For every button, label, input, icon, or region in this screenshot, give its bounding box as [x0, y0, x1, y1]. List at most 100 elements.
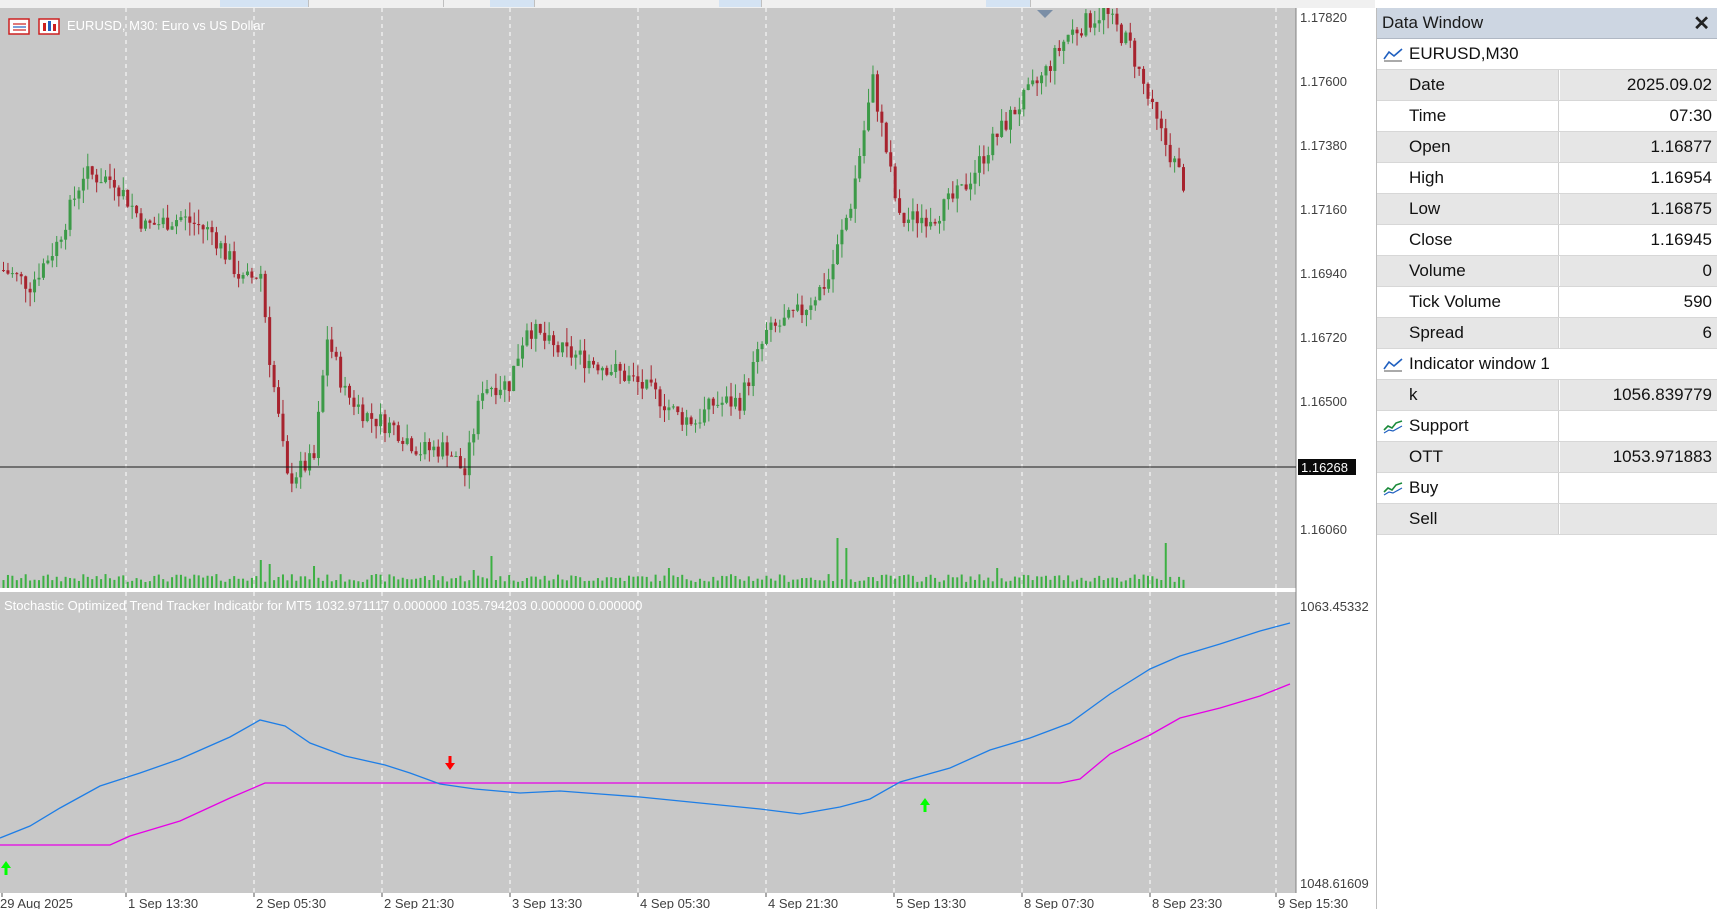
- data-window-row-value: 590: [1683, 292, 1712, 311]
- data-window-row: Spread 6: [1377, 318, 1717, 349]
- data-window-row: Close 1.16945: [1377, 225, 1717, 256]
- time-tick-label: 1 Sep 13:30: [128, 896, 198, 909]
- data-window-row-label: Open: [1377, 132, 1559, 162]
- candlesticks: [2, 8, 1185, 493]
- data-window-row-label: Spread: [1377, 318, 1559, 348]
- time-tick-label: 4 Sep 05:30: [640, 896, 710, 909]
- chart-tab[interactable]: [220, 0, 309, 7]
- data-window-buffer-label: Support: [1377, 411, 1559, 441]
- close-icon[interactable]: ✕: [1693, 13, 1710, 35]
- data-window-row-value: 1.16954: [1650, 168, 1712, 187]
- indicator-buffer-icon: [1383, 482, 1403, 496]
- data-window-buffer-row: Support: [1377, 411, 1717, 442]
- buy-arrow-icon: [1, 861, 11, 875]
- price-axis[interactable]: 1.17820 1.17600 1.17380 1.17160 1.16940 1.167…: [1300, 10, 1347, 537]
- vertical-grid: [125, 8, 1277, 893]
- symbol-header: EURUSD, M30: Euro vs US Dollar: [8, 18, 266, 35]
- chart-tab[interactable]: [0, 0, 221, 7]
- data-window-buffer-label: OTT: [1377, 442, 1559, 472]
- data-window-row: High 1.16954: [1377, 163, 1717, 194]
- price-tick-label: 1.17820: [1300, 10, 1347, 25]
- chart-symbol-title: EURUSD, M30: Euro vs US Dollar: [67, 18, 266, 33]
- data-window-row-label: Low: [1377, 194, 1559, 224]
- buy-arrow-icon: [920, 798, 930, 812]
- time-axis[interactable]: 29 Aug 2025 1 Sep 13:30 2 Sep 05:30 2 Sep 2…: [0, 893, 1348, 909]
- data-window-row: Volume 0: [1377, 256, 1717, 287]
- data-window-buffer-value: [1560, 411, 1717, 441]
- chart-line-icon: [1383, 48, 1403, 62]
- data-window-symbol-label: EURUSD,M30: [1409, 44, 1519, 63]
- time-tick-label: 8 Sep 23:30: [1152, 896, 1222, 909]
- data-window-buffer-row: Sell: [1377, 504, 1717, 535]
- data-window-row-value: 07:30: [1669, 106, 1712, 125]
- data-window-row: Time 07:30: [1377, 101, 1717, 132]
- data-window-buffer-label: k: [1377, 380, 1559, 410]
- data-window-buffer-value: [1560, 504, 1717, 534]
- data-window-buffer-row: k 1056.839779: [1377, 380, 1717, 411]
- time-tick-label: 29 Aug 2025: [0, 896, 73, 909]
- chart-tab[interactable]: [534, 0, 720, 7]
- data-window-row-value: 2025.09.02: [1560, 70, 1717, 100]
- data-window-row-label: High: [1377, 163, 1559, 193]
- current-price-badge: [1298, 459, 1356, 475]
- time-tick-label: 8 Sep 07:30: [1024, 896, 1094, 909]
- chart-tab[interactable]: [719, 0, 762, 7]
- data-window-row-value: 1.16945: [1650, 230, 1712, 249]
- data-window-row-value: 0: [1560, 256, 1717, 286]
- chart-shift-marker[interactable]: [1037, 10, 1053, 18]
- chart-tab[interactable]: [490, 0, 535, 7]
- price-tick-label: 1.16720: [1300, 330, 1347, 345]
- time-tick-label: 3 Sep 13:30: [512, 896, 582, 909]
- data-window-indicator-label: Indicator window 1: [1409, 354, 1550, 373]
- indicator-axis-bottom: 1048.61609: [1300, 876, 1369, 891]
- data-window-panel: Data Window ✕ EURUSD,M30 Date 2025.09.02 T…: [1376, 8, 1717, 909]
- data-window-row-label: Close: [1377, 225, 1559, 255]
- indicator-buffer-icon: [1383, 420, 1403, 434]
- data-window-buffer-label: Sell: [1377, 504, 1559, 534]
- price-tick-label: 1.16940: [1300, 266, 1347, 281]
- data-window-symbol-row: EURUSD,M30: [1377, 39, 1717, 70]
- main-plot-area[interactable]: [0, 8, 1296, 588]
- price-chart[interactable]: 1.16268 EURUSD, M30: Euro vs US Dollar S…: [0, 8, 1375, 909]
- indicator-lines: [0, 622, 1291, 875]
- chart-tab[interactable]: [308, 0, 444, 7]
- data-window-buffer-value: [1560, 473, 1717, 503]
- data-window-buffer-value: 1056.839779: [1560, 380, 1717, 410]
- data-window-row: Date 2025.09.02: [1377, 70, 1717, 101]
- data-window-header: Data Window ✕: [1377, 8, 1717, 39]
- data-window-buffer-row: Buy: [1377, 473, 1717, 504]
- data-window-row-label: Time: [1377, 101, 1559, 131]
- data-window-row-value: 1.16875: [1560, 194, 1717, 224]
- data-window-title: Data Window: [1382, 13, 1484, 32]
- chart-line-icon: [1383, 358, 1403, 372]
- data-window-buffer-value: 1053.971883: [1560, 442, 1717, 472]
- data-window-row-label: Volume: [1377, 256, 1559, 286]
- data-window-buffer-label: Buy: [1377, 473, 1559, 503]
- time-tick-label: 2 Sep 21:30: [384, 896, 454, 909]
- data-window-row-label: Date: [1377, 70, 1559, 100]
- data-window-row: Low 1.16875: [1377, 194, 1717, 225]
- data-window-row: Open 1.16877: [1377, 132, 1717, 163]
- data-window-row-label: Tick Volume: [1377, 287, 1559, 317]
- price-tick-label: 1.16060: [1300, 522, 1347, 537]
- indicator-title: Stochastic Optimized Trend Tracker Indic…: [4, 598, 642, 613]
- time-tick-label: 4 Sep 21:30: [768, 896, 838, 909]
- indicator-plot-area[interactable]: [0, 592, 1296, 893]
- price-tick-label: 1.17160: [1300, 202, 1347, 217]
- data-window-indicator-row: Indicator window 1: [1377, 349, 1717, 380]
- sell-arrow-icon: [445, 756, 455, 770]
- time-tick-label: 5 Sep 13:30: [896, 896, 966, 909]
- current-price-label: 1.16268: [1301, 460, 1348, 475]
- data-window-row-value: 1.16877: [1560, 132, 1717, 162]
- chart-tab[interactable]: [761, 0, 987, 7]
- data-window-row: Tick Volume 590: [1377, 287, 1717, 318]
- price-tick-label: 1.17600: [1300, 74, 1347, 89]
- price-tick-label: 1.16500: [1300, 394, 1347, 409]
- time-tick-label: 2 Sep 05:30: [256, 896, 326, 909]
- chart-tab[interactable]: [986, 0, 1031, 7]
- data-window-buffer-row: OTT 1053.971883: [1377, 442, 1717, 473]
- volume-bars: [2, 538, 1185, 588]
- time-tick-label: 9 Sep 15:30: [1278, 896, 1348, 909]
- data-window-row-value: 6: [1560, 318, 1717, 348]
- indicator-axis-top: 1063.45332: [1300, 599, 1369, 614]
